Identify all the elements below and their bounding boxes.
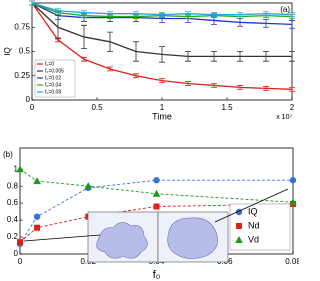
y-tick-label: 0.5 (19, 47, 31, 56)
marker (16, 165, 24, 173)
marker (17, 239, 23, 246)
error-bar (185, 51, 191, 62)
x-tick-label: 1.5 (221, 103, 233, 112)
y-tick-label: 0.75 (14, 22, 30, 31)
y-tick-label: 0 (14, 249, 19, 258)
error-bar (289, 12, 295, 17)
error-bar (159, 78, 165, 83)
legend-label: f₀=0.02 (45, 75, 61, 81)
marker (33, 213, 41, 220)
inset-shape (96, 222, 148, 259)
legend-swatch (236, 223, 242, 229)
x-tick-label: 0 (30, 103, 35, 112)
insets (23, 188, 289, 263)
error-bar (289, 51, 295, 62)
error-bar (263, 51, 269, 62)
error-bar (289, 20, 295, 29)
error-bar (237, 12, 243, 17)
error-bar (133, 41, 139, 62)
legend-label: f₀=0.005 (45, 68, 64, 74)
error-bar (263, 11, 269, 17)
marker (34, 224, 41, 231)
series-line (19, 168, 294, 203)
error-bar (107, 66, 113, 72)
y-tick-label: 1 (14, 164, 19, 173)
x-axis-label: Time (152, 111, 172, 121)
y-tick-label: 0.4 (7, 215, 19, 224)
y-axis-label: IQ (3, 47, 12, 55)
marker (152, 189, 161, 197)
error-bar (185, 81, 191, 86)
error-bar (237, 51, 243, 62)
error-bar (159, 12, 165, 17)
x-tick-label: 2 (290, 103, 295, 112)
error-bar (237, 85, 243, 90)
inset-shape (167, 217, 218, 259)
marker (153, 177, 160, 184)
legend-label: Vd (248, 234, 259, 244)
x-multiplier: x 10⁷ (276, 114, 292, 121)
error-bar (263, 19, 269, 28)
error-bar (263, 86, 269, 91)
x-tick-label: 0 (18, 257, 23, 266)
error-bar (81, 56, 87, 62)
marker (84, 182, 93, 190)
error-bar (211, 12, 217, 17)
x-axis-label: f₀ (153, 269, 161, 281)
marker (33, 177, 41, 185)
arrow (23, 234, 101, 242)
y-tick-label: 0.2 (7, 232, 19, 241)
error-bar (107, 11, 113, 17)
error-bar (29, 0, 35, 6)
legend-label: f₀=0.04 (45, 82, 61, 88)
error-bar (133, 11, 139, 17)
x-tick-label: 1 (160, 103, 165, 112)
legend-label: IQ (248, 206, 258, 216)
error-bar (211, 51, 217, 62)
y-tick-label: 0 (26, 95, 31, 104)
error-bar (185, 11, 191, 17)
marker (153, 203, 160, 210)
error-bar (133, 73, 139, 79)
panel-label: (a) (280, 5, 290, 14)
legend-label: Nd (248, 220, 260, 230)
y-tick-label: 0.25 (14, 71, 30, 80)
error-bar (81, 24, 87, 49)
arrow (214, 188, 289, 223)
y-tick-label: 0.6 (7, 198, 19, 207)
error-bar (55, 8, 61, 14)
error-bar (289, 86, 295, 92)
error-bar (107, 31, 113, 52)
panel-label: (b) (3, 150, 13, 159)
legend-label: f₀=0 (45, 61, 54, 67)
marker (289, 198, 297, 206)
marker (289, 177, 297, 184)
error-bar (81, 10, 87, 16)
y-tick-label: 0.8 (7, 181, 19, 190)
legend-label: f₀=0.08 (45, 89, 61, 95)
error-bar (159, 46, 165, 63)
error-bar (211, 83, 217, 88)
legend-swatch (235, 236, 243, 243)
x-tick-label: 0.5 (91, 103, 103, 112)
x-tick-label: 0.08 (285, 257, 299, 266)
